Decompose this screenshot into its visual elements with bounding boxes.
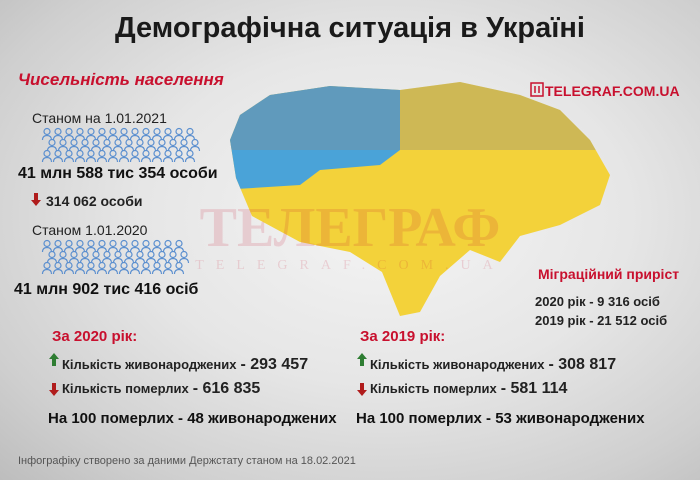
births-line: Кількість живонароджених - 308 817 (370, 356, 616, 374)
person-icon (63, 149, 75, 163)
migration-heading: Міграційний приріст (538, 266, 680, 282)
person-icon (178, 138, 190, 152)
person-icon (85, 127, 97, 141)
person-icon (123, 138, 135, 152)
births-label: Кількість живонароджених (370, 357, 545, 372)
migration-line: 2020 рік - 9 316 осіб (535, 294, 660, 309)
person-icon (112, 138, 124, 152)
person-icon (173, 149, 185, 163)
person-icon (90, 138, 102, 152)
person-icon (96, 149, 108, 163)
person-icon (107, 127, 119, 141)
person-icon (68, 138, 80, 152)
person-icon (129, 127, 141, 141)
person-icon (118, 127, 130, 141)
title: Демографічна ситуація в Україні (115, 12, 585, 44)
person-icon (151, 149, 163, 163)
ratio: На 100 померлих - 53 живонароджених (356, 410, 645, 427)
year-heading: За 2020 рік: (52, 328, 138, 345)
person-icon (140, 127, 152, 141)
person-icon (74, 149, 86, 163)
person-icon (189, 138, 201, 152)
births-value: - 308 817 (548, 356, 617, 373)
section-heading: Чисельність населення (18, 70, 224, 89)
person-icon (118, 149, 130, 163)
person-icon (46, 138, 58, 152)
person-icon (52, 127, 64, 141)
person-icon (156, 138, 168, 152)
population-change: 314 062 особи (46, 193, 143, 209)
person-icon (162, 149, 174, 163)
person-icon (96, 127, 108, 141)
person-icon (74, 127, 86, 141)
person-icon (41, 127, 53, 141)
deaths-line: Кількість померлих - 581 114 (370, 380, 567, 398)
births-label: Кількість живонароджених (62, 357, 237, 372)
arrows (31, 82, 544, 396)
person-icon (162, 127, 174, 141)
person-icon (173, 127, 185, 141)
ratio: На 100 померлих - 48 живонароджених (48, 410, 337, 427)
person-icon (107, 149, 119, 163)
person-icon (184, 127, 196, 141)
person-icon (140, 149, 152, 163)
births-value: - 293 457 (240, 356, 309, 373)
person-icon (85, 149, 97, 163)
population-value: 41 млн 902 тис 416 осіб (14, 281, 199, 298)
people-icons (41, 127, 201, 163)
watermark: ТЕЛЕГРАФ (199, 197, 501, 259)
date-label: Станом на 1.01.2021 (32, 110, 167, 126)
deaths-value: - 616 835 (192, 380, 261, 397)
footer: Інфографіку створено за даними Держстату… (18, 455, 356, 467)
person-icon (129, 149, 141, 163)
watermark-sub: TELEGRAF.COM.UA (195, 258, 505, 273)
deaths-line: Кількість померлих - 616 835 (62, 380, 260, 398)
person-icon (79, 138, 91, 152)
deaths-label: Кількість померлих (62, 381, 189, 396)
person-icon (101, 138, 113, 152)
date-label: Станом 1.01.2020 (32, 222, 148, 238)
person-icon (57, 138, 69, 152)
person-icon (52, 149, 64, 163)
brand: TELEGRAF.COM.UA (545, 83, 680, 99)
person-icon (167, 138, 179, 152)
deaths-label: Кількість померлих (370, 381, 497, 396)
population-value: 41 млн 588 тис 354 особи (18, 165, 218, 182)
migration-line: 2019 рік - 21 512 осіб (535, 313, 668, 328)
person-icon (134, 138, 146, 152)
person-icon (41, 149, 53, 163)
person-icon (63, 127, 75, 141)
person-icon (151, 127, 163, 141)
person-icon (184, 149, 196, 163)
deaths-value: - 581 114 (500, 380, 568, 397)
births-line: Кількість живонароджених - 293 457 (62, 356, 308, 374)
person-icon (145, 138, 157, 152)
year-heading: За 2019 рік: (360, 328, 446, 345)
